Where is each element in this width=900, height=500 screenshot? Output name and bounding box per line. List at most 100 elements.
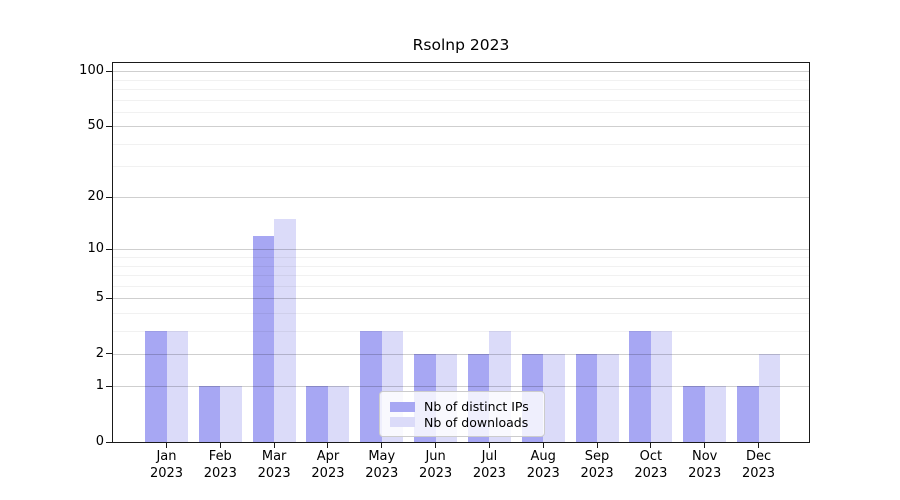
bar-distinct-ips xyxy=(145,330,167,442)
gridline-minor xyxy=(113,265,809,267)
x-tick-label-year: 2023 xyxy=(580,465,614,481)
x-tick-label-year: 2023 xyxy=(203,465,237,481)
y-tick-mark xyxy=(106,125,112,127)
gridline-minor xyxy=(113,89,809,91)
x-tick-label-month: Apr xyxy=(316,449,340,464)
legend-item-downloads: Nb of downloads xyxy=(390,415,534,431)
y-tick-mark xyxy=(106,248,112,250)
x-tick-label: Mar 2023 xyxy=(244,449,304,482)
y-tick-label: 0 xyxy=(95,434,104,449)
x-tick-label-year: 2023 xyxy=(149,465,184,481)
legend-item-distinct-ips: Nb of distinct IPs xyxy=(390,399,534,415)
y-tick-label: 50 xyxy=(87,118,104,134)
gridline-minor xyxy=(113,79,809,81)
gridline-major xyxy=(113,298,809,300)
bar-distinct-ips xyxy=(629,330,651,442)
y-tick-mark xyxy=(106,441,112,443)
gridline-minor xyxy=(113,285,809,287)
legend-swatch-distinct-ips xyxy=(390,401,415,412)
x-tick-label-month: Jun xyxy=(425,449,446,464)
bar-distinct-ips xyxy=(737,386,759,442)
bar-distinct-ips xyxy=(683,386,705,442)
y-tick-label: 1 xyxy=(95,378,104,394)
bar-downloads xyxy=(597,353,619,442)
x-tick-label-month: May xyxy=(368,449,396,464)
bar-downloads xyxy=(543,353,565,442)
x-tick-label: Jul 2023 xyxy=(459,449,519,482)
x-tick-label-month: Mar xyxy=(261,449,287,464)
x-tick-label: Dec 2023 xyxy=(729,449,789,482)
gridline-minor xyxy=(113,99,809,101)
plot-area xyxy=(112,62,810,443)
x-tick-label-year: 2023 xyxy=(526,465,560,481)
bar-downloads xyxy=(166,330,188,442)
y-tick-label: 2 xyxy=(95,345,104,361)
x-tick-mark xyxy=(435,443,437,448)
gridline-minor xyxy=(113,111,809,113)
x-tick-mark xyxy=(327,443,329,448)
x-tick-label-month: Dec xyxy=(745,449,772,464)
gridline-major xyxy=(113,386,809,388)
x-tick-label-month: Jan xyxy=(156,449,177,464)
x-tick-label-year: 2023 xyxy=(257,465,291,481)
gridline-major xyxy=(113,249,809,251)
gridline-major xyxy=(113,71,809,73)
legend: Nb of distinct IPs Nb of downloads xyxy=(379,391,545,437)
gridline-major xyxy=(113,353,809,355)
gridline-minor xyxy=(113,166,809,168)
x-tick-mark xyxy=(166,443,167,448)
x-tick-mark xyxy=(650,443,652,448)
x-tick-label-year: 2023 xyxy=(741,465,776,481)
x-tick-mark xyxy=(704,443,706,448)
x-tick-label: Oct 2023 xyxy=(621,449,681,482)
x-tick-label-year: 2023 xyxy=(634,465,668,481)
gridline-minor xyxy=(113,274,809,276)
x-tick-mark xyxy=(219,443,221,448)
x-tick-label: Jan 2023 xyxy=(137,449,197,482)
x-tick-mark xyxy=(758,443,760,448)
x-tick-mark xyxy=(273,443,275,448)
x-tick-label: Aug 2023 xyxy=(513,449,573,482)
x-tick-label: Jun 2023 xyxy=(406,449,466,482)
bar-distinct-ips xyxy=(575,353,598,442)
y-tick-mark xyxy=(106,353,112,355)
x-tick-label-month: Sep xyxy=(584,449,610,464)
bar-distinct-ips xyxy=(252,235,275,442)
x-tick-label: Apr 2023 xyxy=(298,449,358,482)
bar-downloads xyxy=(220,386,242,442)
y-tick-label: 100 xyxy=(79,63,104,79)
y-tick-mark xyxy=(106,385,112,387)
x-tick-mark xyxy=(381,443,383,448)
y-tick-label: 20 xyxy=(87,189,104,205)
legend-swatch-downloads xyxy=(390,417,415,428)
x-tick-label: Feb 2023 xyxy=(190,449,250,482)
x-tick-label-month: Oct xyxy=(639,449,663,464)
gridline-major xyxy=(113,126,809,128)
bar-downloads xyxy=(327,386,350,442)
gridline-minor xyxy=(113,312,809,314)
bar-downloads xyxy=(704,386,727,442)
y-tick-mark xyxy=(106,196,112,198)
legend-label-downloads: Nb of downloads xyxy=(424,414,529,430)
x-tick-label-year: 2023 xyxy=(688,465,722,481)
bar-distinct-ips xyxy=(198,386,221,442)
x-tick-label-month: Aug xyxy=(530,449,556,464)
gridline-minor xyxy=(113,257,809,259)
bar-downloads xyxy=(758,353,781,442)
x-tick-label: Sep 2023 xyxy=(567,449,627,482)
x-tick-label-year: 2023 xyxy=(472,465,506,481)
bar-downloads xyxy=(650,330,673,442)
bar-downloads xyxy=(274,219,296,442)
x-tick-label-month: Jul xyxy=(481,449,498,464)
x-tick-mark xyxy=(542,443,544,448)
gridline-minor xyxy=(113,330,809,332)
x-tick-label: May 2023 xyxy=(352,449,412,482)
x-tick-label: Nov 2023 xyxy=(675,449,735,482)
gridline-major xyxy=(113,197,809,199)
x-tick-label-month: Feb xyxy=(208,449,232,464)
x-tick-label-month: Nov xyxy=(692,449,718,464)
x-tick-mark xyxy=(488,443,490,448)
legend-label-distinct-ips: Nb of distinct IPs xyxy=(424,399,529,415)
x-tick-label-year: 2023 xyxy=(311,465,345,481)
